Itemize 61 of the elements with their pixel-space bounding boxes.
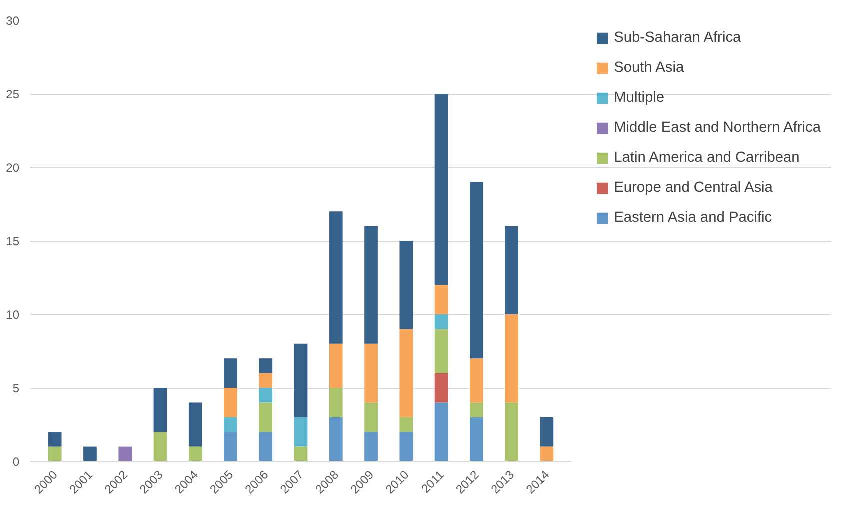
bar [470,417,484,462]
bar [364,402,378,432]
bar [329,212,343,344]
bar [400,329,414,418]
bar [154,432,168,462]
bar [294,344,308,418]
bar [434,94,448,286]
bar [505,402,518,462]
legend-label: Sub-Saharan Africa [614,30,742,46]
bar [505,226,518,314]
y-tick-label: 25 [6,88,20,102]
bar [505,314,518,403]
bar [224,358,238,388]
bar [224,417,238,432]
bar [470,182,484,359]
bar [259,358,273,374]
y-tick-label: 0 [12,455,20,469]
bar [118,446,132,462]
bar [434,402,448,462]
bar [364,432,378,462]
bar [434,314,448,330]
y-tick-label: 10 [6,308,20,322]
bar [329,417,343,462]
bar [434,285,448,314]
bar [400,417,414,432]
bar [540,446,554,462]
bar [540,417,554,447]
bar [329,388,343,418]
legend-label: Europe and Central Asia [614,180,773,196]
bar [48,446,62,462]
bar [259,373,273,388]
y-tick-label: 30 [6,14,20,28]
bar [470,358,484,403]
bar [48,432,62,447]
legend-label: Latin America and Carribean [614,150,800,166]
bar [154,388,168,432]
bar [364,226,378,344]
y-tick-label: 20 [6,161,20,175]
legend-label: South Asia [614,60,684,76]
y-tick-label: 5 [12,382,20,396]
bar [329,344,343,388]
bar [188,446,202,462]
bar [434,373,448,403]
legend-label: Eastern Asia and Pacific [614,210,772,226]
bar [259,402,273,432]
bar [259,432,273,462]
bar [224,388,238,418]
bar [294,446,308,462]
legend-label: Multiple [614,90,665,106]
bar [84,446,97,462]
bar [434,329,448,374]
bar [294,417,308,447]
legend-label: Middle East and Northern Africa [614,120,821,136]
bar [259,388,273,403]
bar [400,241,414,330]
bar [400,432,414,462]
bar [364,344,378,403]
bar [188,402,202,447]
y-tick-label: 15 [6,234,20,248]
bar [470,402,484,418]
bar [224,432,238,462]
